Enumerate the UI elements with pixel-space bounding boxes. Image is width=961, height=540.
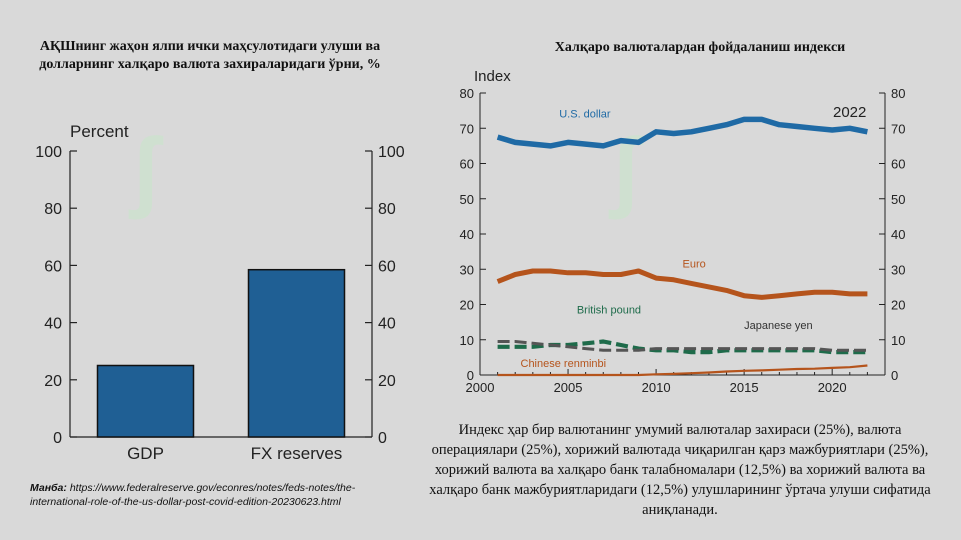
x-tick-label: 2000 — [466, 380, 495, 395]
y-tick-label: 100 — [35, 144, 62, 161]
y-tick-label: 30 — [460, 262, 474, 277]
x-tick-label: 2020 — [818, 380, 847, 395]
y-tick-label-right: 20 — [378, 373, 396, 390]
y-tick-label: 20 — [44, 373, 62, 390]
index-description: Индекс ҳар бир валютанинг умумий валютал… — [429, 422, 931, 518]
series-label-euro: Euro — [683, 258, 706, 270]
y-tick-label: 0 — [53, 430, 62, 447]
y-tick-label-right: 30 — [891, 262, 905, 277]
series-line-u.s.-dollar — [496, 116, 868, 149]
x-tick-label: 2010 — [642, 380, 671, 395]
y-tick-label: 40 — [460, 227, 474, 242]
series-line-japanese-yen — [497, 340, 868, 352]
y-tick-label: 10 — [460, 333, 474, 348]
x-tick-label: 2015 — [730, 380, 759, 395]
series-line-euro — [496, 268, 868, 300]
y-tick-label-right: 70 — [891, 121, 905, 136]
right-chart-title: Халқаро валюталардан фойдаланиш индекси — [554, 40, 846, 55]
watermark-logo: ʃ — [130, 121, 160, 221]
y-tick-label: 20 — [460, 298, 474, 313]
series-line-british-pound — [497, 339, 868, 355]
y-tick-label: 80 — [44, 201, 62, 218]
y-tick-label: 40 — [44, 316, 62, 333]
series-label-chinese-renminbi: Chinese renminbi — [521, 358, 607, 370]
x-tick-label: 2005 — [554, 380, 583, 395]
bar-fx-reserves — [247, 268, 346, 438]
y-tick-label: 80 — [460, 86, 474, 101]
y-axis-label: Index — [474, 68, 511, 85]
y-tick-label: 0 — [467, 368, 474, 383]
watermark-logo: ʃ — [610, 121, 640, 221]
source-note: Манба: https://www.federalreserve.gov/ec… — [30, 481, 410, 509]
y-tick-label: 60 — [460, 157, 474, 172]
source-url: https://www.federalreserve.gov/econres/n… — [30, 482, 356, 508]
y-tick-label-right: 60 — [891, 157, 905, 172]
y-tick-label-right: 0 — [891, 368, 898, 383]
series-label-u.s.-dollar: U.S. dollar — [559, 109, 611, 121]
series-label-british-pound: British pound — [577, 304, 641, 316]
y-tick-label-right: 80 — [378, 201, 396, 218]
left-chart-title: АҚШнинг жаҳон ялпи ички маҳсулотидаги ул… — [39, 39, 381, 72]
y-tick-label-right: 100 — [378, 144, 405, 161]
y-tick-label-right: 60 — [378, 258, 396, 275]
source-label: Манба: — [30, 482, 67, 494]
year-annotation: 2022 — [833, 104, 866, 121]
y-tick-label-right: 10 — [891, 333, 905, 348]
x-category-label: FX reserves — [251, 444, 343, 463]
y-tick-label: 70 — [460, 121, 474, 136]
y-tick-label: 50 — [460, 192, 474, 207]
y-tick-label-right: 50 — [891, 192, 905, 207]
y-axis-label: Percent — [70, 122, 129, 141]
series-line-chinese-renminbi — [497, 364, 868, 377]
y-tick-label-right: 0 — [378, 430, 387, 447]
y-tick-label-right: 40 — [891, 227, 905, 242]
y-tick-label: 60 — [44, 258, 62, 275]
y-tick-label-right: 40 — [378, 316, 396, 333]
y-tick-label-right: 20 — [891, 298, 905, 313]
x-category-label: GDP — [127, 444, 164, 463]
bar-gdp — [96, 364, 195, 438]
series-label-japanese-yen: Japanese yen — [744, 320, 813, 332]
y-tick-label-right: 80 — [891, 86, 905, 101]
